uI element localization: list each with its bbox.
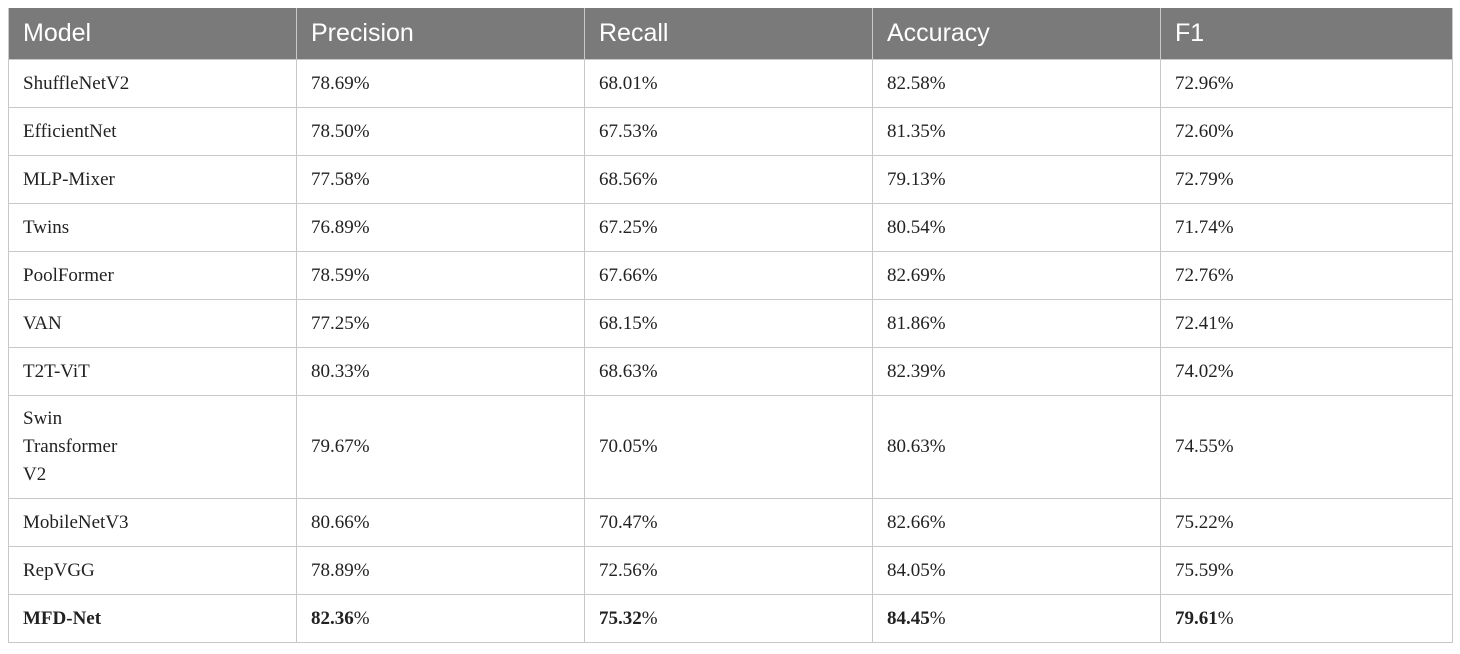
cell-recall: 68.01% xyxy=(584,59,873,108)
cell-model: MobileNetV3 xyxy=(8,498,297,547)
cell-model: ShuffleNetV2 xyxy=(8,59,297,108)
cell-accuracy: 82.58% xyxy=(872,59,1161,108)
cell-f1: 72.41% xyxy=(1160,299,1453,348)
table-row: MobileNetV3 80.66% 70.47% 82.66% 75.22% xyxy=(8,498,1453,547)
cell-accuracy: 80.54% xyxy=(872,203,1161,252)
header-model: Model xyxy=(8,8,297,60)
cell-model: T2T-ViT xyxy=(8,347,297,396)
cell-precision: 78.50% xyxy=(296,107,585,156)
cell-accuracy: 81.86% xyxy=(872,299,1161,348)
cell-precision: 77.25% xyxy=(296,299,585,348)
cell-model: Swin Transformer V2 xyxy=(8,395,297,499)
cell-accuracy: 84.05% xyxy=(872,546,1161,595)
table-row: PoolFormer 78.59% 67.66% 82.69% 72.76% xyxy=(8,251,1453,300)
cell-precision: 76.89% xyxy=(296,203,585,252)
table-row: MLP-Mixer 77.58% 68.56% 79.13% 72.79% xyxy=(8,155,1453,204)
cell-recall: 67.66% xyxy=(584,251,873,300)
cell-model: Twins xyxy=(8,203,297,252)
cell-precision: 78.89% xyxy=(296,546,585,595)
cell-accuracy: 82.66% xyxy=(872,498,1161,547)
cell-recall: 68.56% xyxy=(584,155,873,204)
cell-recall: 72.56% xyxy=(584,546,873,595)
cell-accuracy: 80.63% xyxy=(872,395,1161,499)
cell-accuracy: 82.39% xyxy=(872,347,1161,396)
unit: % xyxy=(1217,607,1234,629)
cell-precision: 82.36% xyxy=(296,594,585,643)
cell-recall: 75.32% xyxy=(584,594,873,643)
cell-accuracy: 84.45% xyxy=(872,594,1161,643)
cell-f1: 72.96% xyxy=(1160,59,1453,108)
cell-f1: 74.02% xyxy=(1160,347,1453,396)
model-name-line: V2 xyxy=(23,464,47,485)
cell-f1: 72.76% xyxy=(1160,251,1453,300)
value-bold: 79.61 xyxy=(1175,607,1218,629)
cell-f1: 72.79% xyxy=(1160,155,1453,204)
cell-model: RepVGG xyxy=(8,546,297,595)
cell-precision: 78.69% xyxy=(296,59,585,108)
unit: % xyxy=(353,607,370,629)
cell-f1: 75.22% xyxy=(1160,498,1453,547)
cell-model: EfficientNet xyxy=(8,107,297,156)
table-row: ShuffleNetV2 78.69% 68.01% 82.58% 72.96% xyxy=(8,59,1453,108)
model-name-line: Swin xyxy=(23,408,63,429)
unit: % xyxy=(929,607,946,629)
cell-f1: 71.74% xyxy=(1160,203,1453,252)
cell-model: MFD-Net xyxy=(8,594,297,643)
cell-precision: 80.33% xyxy=(296,347,585,396)
cell-recall: 68.15% xyxy=(584,299,873,348)
header-row: Model Precision Recall Accuracy F1 xyxy=(8,8,1453,60)
table-body: ShuffleNetV2 78.69% 68.01% 82.58% 72.96%… xyxy=(8,59,1453,643)
value-bold: 82.36 xyxy=(311,607,354,629)
cell-recall: 67.53% xyxy=(584,107,873,156)
table-row: VAN 77.25% 68.15% 81.86% 72.41% xyxy=(8,299,1453,348)
value-bold: 75.32 xyxy=(599,607,642,629)
cell-accuracy: 82.69% xyxy=(872,251,1161,300)
header-recall: Recall xyxy=(584,8,873,60)
cell-model: VAN xyxy=(8,299,297,348)
cell-recall: 68.63% xyxy=(584,347,873,396)
results-table: Model Precision Recall Accuracy F1 Shuff… xyxy=(8,8,1453,643)
value-bold: 84.45 xyxy=(887,607,930,629)
cell-model: PoolFormer xyxy=(8,251,297,300)
table-row: Swin Transformer V2 79.67% 70.05% 80.63%… xyxy=(8,395,1453,499)
header-f1: F1 xyxy=(1160,8,1453,60)
cell-precision: 79.67% xyxy=(296,395,585,499)
table-row: EfficientNet 78.50% 67.53% 81.35% 72.60% xyxy=(8,107,1453,156)
cell-precision: 80.66% xyxy=(296,498,585,547)
table-header: Model Precision Recall Accuracy F1 xyxy=(8,8,1453,60)
cell-accuracy: 81.35% xyxy=(872,107,1161,156)
header-accuracy: Accuracy xyxy=(872,8,1161,60)
table-row: Twins 76.89% 67.25% 80.54% 71.74% xyxy=(8,203,1453,252)
model-name-line: Transformer xyxy=(23,436,118,457)
cell-recall: 67.25% xyxy=(584,203,873,252)
table-row: T2T-ViT 80.33% 68.63% 82.39% 74.02% xyxy=(8,347,1453,396)
header-precision: Precision xyxy=(296,8,585,60)
cell-recall: 70.47% xyxy=(584,498,873,547)
cell-precision: 77.58% xyxy=(296,155,585,204)
cell-accuracy: 79.13% xyxy=(872,155,1161,204)
cell-precision: 78.59% xyxy=(296,251,585,300)
cell-f1: 74.55% xyxy=(1160,395,1453,499)
cell-f1: 75.59% xyxy=(1160,546,1453,595)
table-row-best: MFD-Net 82.36% 75.32% 84.45% 79.61% xyxy=(8,594,1453,643)
cell-f1: 79.61% xyxy=(1160,594,1453,643)
cell-model: MLP-Mixer xyxy=(8,155,297,204)
unit: % xyxy=(641,607,658,629)
cell-f1: 72.60% xyxy=(1160,107,1453,156)
cell-recall: 70.05% xyxy=(584,395,873,499)
table-row: RepVGG 78.89% 72.56% 84.05% 75.59% xyxy=(8,546,1453,595)
results-table-container: Model Precision Recall Accuracy F1 Shuff… xyxy=(8,8,1453,643)
